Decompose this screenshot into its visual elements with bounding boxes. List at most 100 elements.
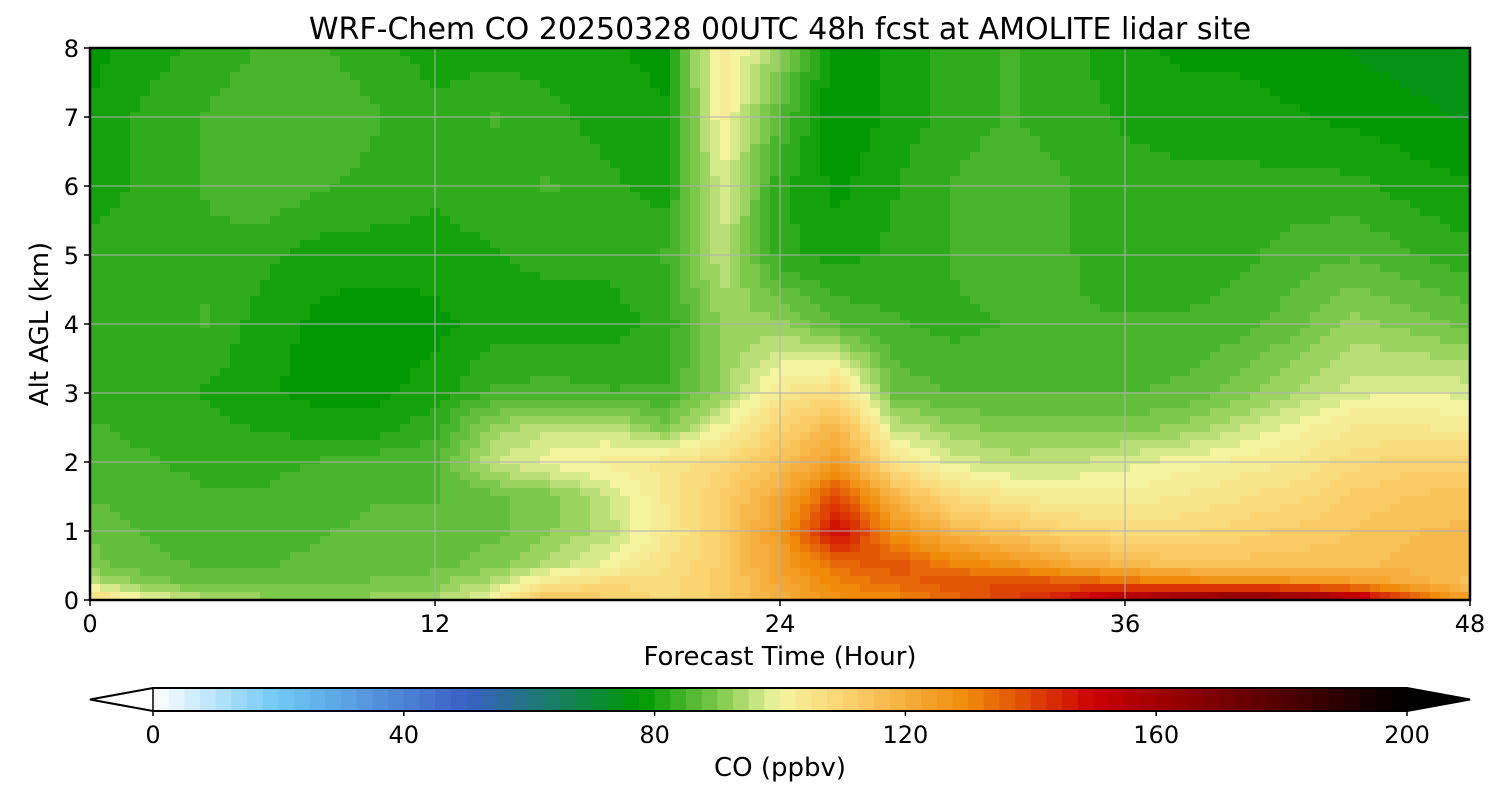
- field-cell: [1390, 176, 1401, 185]
- field-cell: [140, 128, 151, 137]
- field-cell: [220, 272, 231, 281]
- field-cell: [1140, 136, 1151, 145]
- field-cell: [400, 288, 411, 297]
- field-cell: [1110, 120, 1121, 129]
- field-cell: [1100, 128, 1111, 137]
- field-cell: [630, 240, 641, 249]
- field-cell: [720, 136, 731, 145]
- field-cell: [1070, 88, 1081, 97]
- field-cell: [190, 192, 201, 201]
- field-cell: [280, 336, 291, 345]
- field-cell: [1200, 312, 1211, 321]
- field-cell: [1380, 64, 1391, 73]
- field-cell: [840, 232, 851, 241]
- field-cell: [120, 56, 131, 65]
- field-cell: [120, 128, 131, 137]
- field-cell: [920, 192, 931, 201]
- field-cell: [1100, 168, 1111, 177]
- field-cell: [700, 296, 711, 305]
- field-cell: [130, 96, 141, 105]
- field-cell: [1420, 232, 1431, 241]
- field-cell: [880, 224, 891, 233]
- field-cell: [260, 272, 271, 281]
- field-cell: [130, 296, 141, 305]
- field-cell: [300, 88, 311, 97]
- field-cell: [1380, 136, 1391, 145]
- field-cell: [720, 232, 731, 241]
- field-cell: [440, 144, 451, 153]
- field-cell: [470, 304, 481, 313]
- field-cell: [1050, 232, 1061, 241]
- field-cell: [330, 208, 341, 217]
- field-cell: [1390, 48, 1401, 57]
- field-cell: [200, 144, 211, 153]
- field-cell: [910, 256, 921, 265]
- field-cell: [1030, 160, 1041, 169]
- field-cell: [1130, 96, 1141, 105]
- field-cell: [1180, 184, 1191, 193]
- field-cell: [1140, 168, 1151, 177]
- field-cell: [940, 208, 951, 217]
- field-cell: [1370, 112, 1381, 121]
- field-cell: [590, 192, 601, 201]
- field-cell: [110, 200, 121, 209]
- field-cell: [1300, 232, 1311, 241]
- field-cell: [340, 152, 351, 161]
- field-cell: [890, 64, 901, 73]
- field-cell: [540, 168, 551, 177]
- field-cell: [210, 64, 221, 73]
- field-cell: [1020, 152, 1031, 161]
- field-cell: [1440, 48, 1451, 57]
- field-cell: [570, 288, 581, 297]
- field-cell: [470, 88, 481, 97]
- field-cell: [820, 256, 831, 265]
- field-cell: [660, 184, 671, 193]
- field-cell: [1110, 168, 1121, 177]
- field-cell: [200, 272, 211, 281]
- field-cell: [1320, 96, 1331, 105]
- field-cell: [680, 216, 691, 225]
- field-cell: [310, 64, 321, 73]
- field-cell: [1390, 112, 1401, 121]
- field-cell: [150, 104, 161, 113]
- field-cell: [450, 56, 461, 65]
- field-cell: [840, 248, 851, 257]
- field-cell: [560, 72, 571, 81]
- field-cell: [710, 160, 721, 169]
- field-cell: [1190, 200, 1201, 209]
- field-cell: [960, 240, 971, 249]
- field-cell: [510, 72, 521, 81]
- field-cell: [1180, 56, 1191, 65]
- field-cell: [1160, 240, 1171, 249]
- field-cell: [610, 200, 621, 209]
- field-cell: [440, 280, 451, 289]
- field-cell: [200, 96, 211, 105]
- field-cell: [1440, 56, 1451, 65]
- field-cell: [1160, 296, 1171, 305]
- field-cell: [1000, 64, 1011, 73]
- field-cell: [480, 120, 491, 129]
- field-cell: [950, 120, 961, 129]
- field-cell: [1460, 80, 1470, 89]
- field-cell: [630, 312, 641, 321]
- field-cell: [990, 272, 1001, 281]
- field-cell: [1350, 112, 1361, 121]
- field-cell: [120, 208, 131, 217]
- field-cell: [870, 280, 881, 289]
- field-cell: [470, 328, 481, 337]
- field-cell: [630, 96, 641, 105]
- field-cell: [1190, 112, 1201, 121]
- field-cell: [1410, 56, 1421, 65]
- field-cell: [740, 168, 751, 177]
- field-cell: [650, 192, 661, 201]
- field-cell: [130, 144, 141, 153]
- field-cell: [350, 120, 361, 129]
- field-cell: [580, 256, 591, 265]
- field-cell: [210, 112, 221, 121]
- field-cell: [200, 216, 211, 225]
- field-cell: [980, 200, 991, 209]
- field-cell: [520, 208, 531, 217]
- field-cell: [550, 120, 561, 129]
- field-cell: [200, 336, 211, 345]
- field-cell: [500, 264, 511, 273]
